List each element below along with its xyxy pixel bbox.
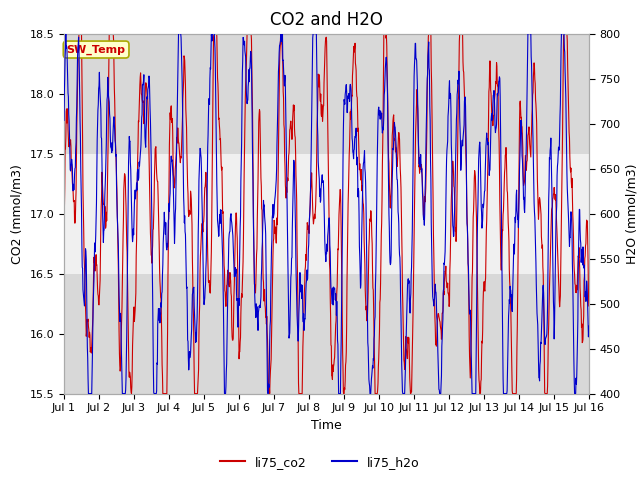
Y-axis label: H2O (mmol/m3): H2O (mmol/m3) (626, 163, 639, 264)
Bar (64, 154, 589, 274)
Text: SW_Temp: SW_Temp (67, 44, 125, 55)
Title: CO2 and H2O: CO2 and H2O (270, 11, 383, 29)
X-axis label: Time: Time (311, 419, 342, 432)
Bar (64, 34, 589, 154)
Y-axis label: CO2 (mmol/m3): CO2 (mmol/m3) (11, 164, 24, 264)
Bar (64, 274, 589, 394)
Legend: li75_co2, li75_h2o: li75_co2, li75_h2o (215, 451, 425, 474)
